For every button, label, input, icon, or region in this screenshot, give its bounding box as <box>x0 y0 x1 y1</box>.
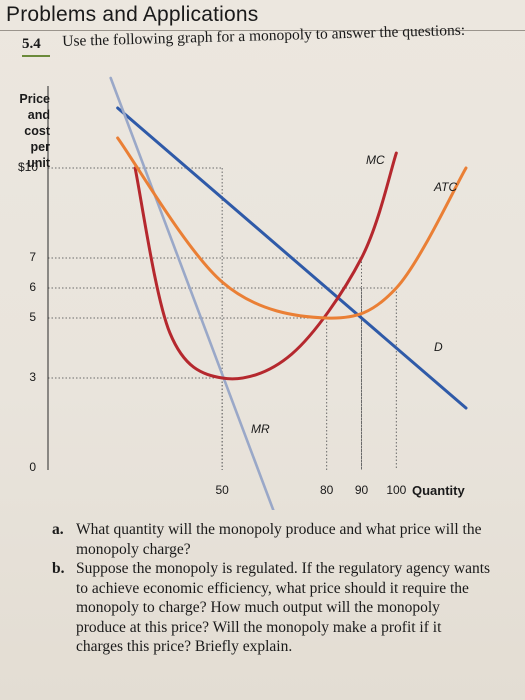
y-tick-label: 0 <box>29 460 36 474</box>
x-tick-label: 90 <box>354 483 369 497</box>
curve-mc <box>133 151 398 381</box>
monopoly-graph <box>47 76 468 510</box>
highlight-underline <box>22 55 50 57</box>
question-a-text: What quantity will the monopoly produce … <box>76 521 482 558</box>
y-tick-label: 5 <box>29 310 36 324</box>
question-list: a. What quantity will the monopoly produ… <box>52 520 492 657</box>
y-axis-label: Price and cost per unit <box>10 91 50 171</box>
curve-label-mc: MC <box>366 153 385 167</box>
question-a-letter: a. <box>52 521 64 538</box>
x-tick-label: 100 <box>386 483 407 497</box>
y-axis-label-text: Price and cost per unit <box>19 92 50 170</box>
question-b-letter: b. <box>52 560 65 577</box>
x-tick-label: 50 <box>215 483 229 497</box>
x-axis-label: Quantity <box>412 483 465 498</box>
curves <box>109 76 468 510</box>
title-divider <box>0 30 525 31</box>
curve-label-atc: ATC <box>434 180 458 194</box>
curve-d <box>116 106 468 410</box>
question-a: a. What quantity will the monopoly produ… <box>52 520 492 559</box>
question-b: b. Suppose the monopoly is regulated. If… <box>52 559 492 657</box>
y-tick-label: $10 <box>17 160 38 174</box>
question-b-text: Suppose the monopoly is regulated. If th… <box>76 560 491 655</box>
guide-lines <box>48 167 397 470</box>
curve-label-mr: MR <box>251 422 270 436</box>
curve-atc <box>116 136 468 320</box>
curve-label-d: D <box>434 340 443 354</box>
y-tick-label: 6 <box>29 280 36 294</box>
x-tick-label: 80 <box>319 483 334 497</box>
section-title: Problems and Applications <box>6 3 259 26</box>
curve-mr <box>109 76 275 510</box>
y-tick-label: 3 <box>29 370 36 384</box>
y-tick-label: 7 <box>29 250 36 264</box>
problem-number: 5.4 <box>22 36 41 52</box>
